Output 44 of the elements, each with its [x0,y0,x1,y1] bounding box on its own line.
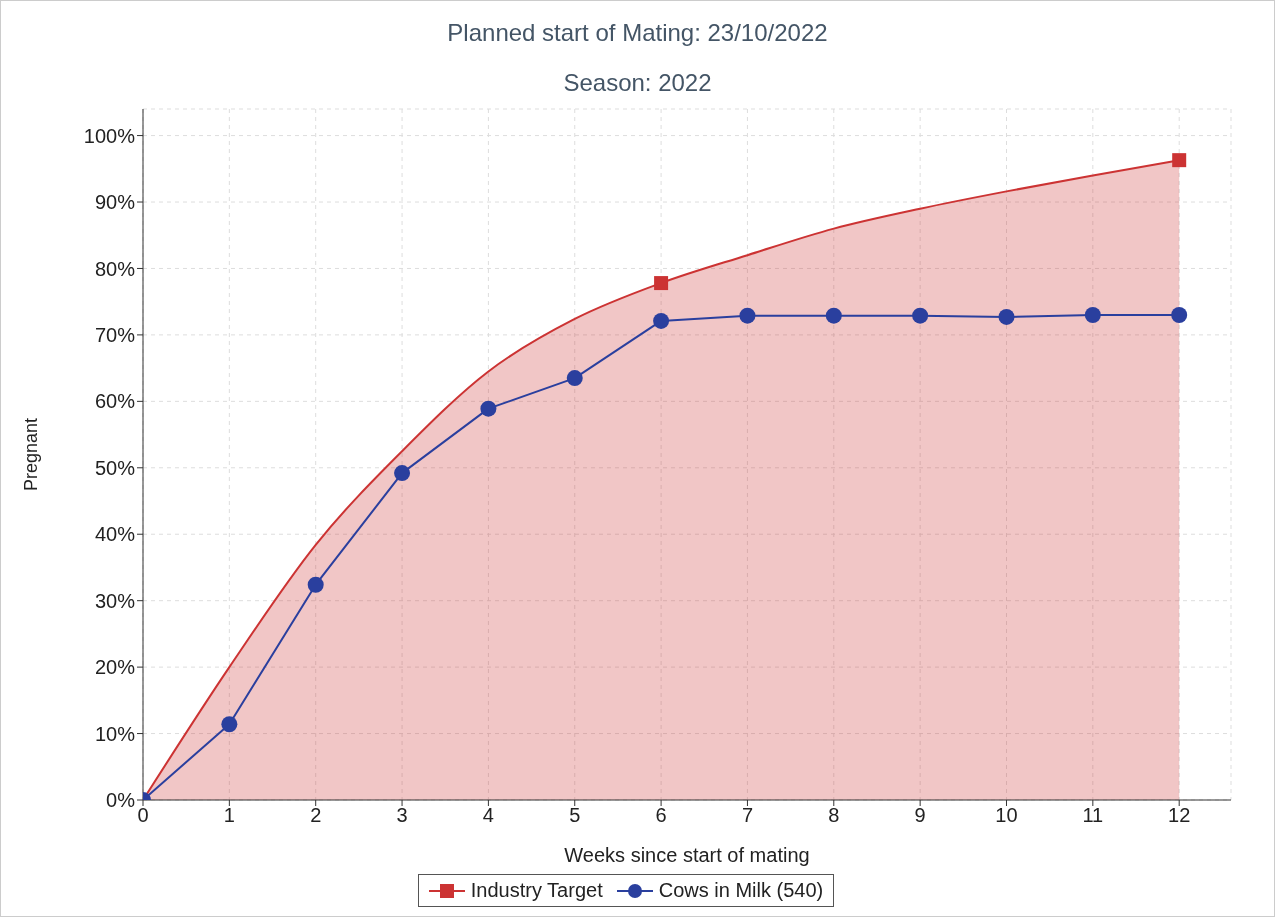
x-tick-label: 6 [655,804,667,827]
x-tick-label: 3 [396,804,408,827]
x-tick-label: 10 [995,804,1018,827]
legend-label: Cows in Milk (540) [658,879,824,902]
point [566,370,583,387]
x-tick-label: 8 [828,804,840,827]
y-tick-label: 80% [94,257,136,280]
x-tick-label: 5 [569,804,581,827]
y-axis-title: Pregnant [21,417,42,492]
x-axis-title: Weeks since start of mating [564,844,810,866]
y-tick-label: 70% [94,324,136,346]
x-tick-label: 2 [310,804,322,827]
point [394,465,411,482]
y-tick-label: 90% [94,191,136,214]
point [998,308,1015,325]
x-tick-label: 4 [482,804,494,827]
point [221,716,238,733]
legend-label: Industry Target [470,879,603,902]
point [1171,306,1188,323]
y-tick-label: 20% [94,656,136,679]
x-tick-label: 11 [1082,804,1104,827]
point [912,307,929,324]
y-tick-label: 30% [94,589,136,612]
y-tick-label: 10% [94,722,136,745]
x-tick-label: 9 [914,804,926,827]
x-tick-label: 12 [1168,804,1191,827]
x-tick-label: 0 [137,804,149,827]
y-tick-label: 60% [94,390,136,413]
point [307,576,324,593]
point [653,312,670,329]
point [480,400,497,417]
point [739,307,756,324]
x-tick-label: 1 [223,804,235,827]
y-tick-label: 40% [94,523,136,546]
chart-subtitle: Season: 2022 [562,69,713,97]
point [654,276,669,291]
y-tick-label: 0% [106,789,136,812]
chart-title: Planned start of Mating: 23/10/2022 [446,19,829,47]
y-tick-label: 50% [94,456,136,479]
point [825,307,842,324]
point [1084,306,1101,323]
x-tick-label: 7 [741,804,754,827]
point [1172,153,1187,168]
y-tick-label: 100% [83,124,136,147]
